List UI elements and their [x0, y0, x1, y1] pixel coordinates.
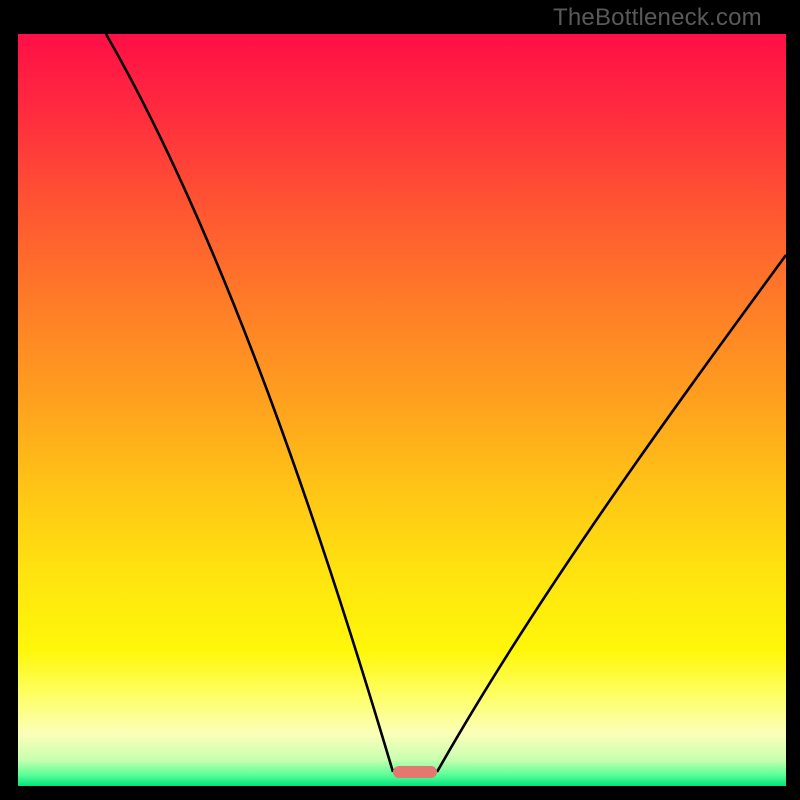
chart-background	[18, 34, 786, 786]
optimal-marker	[393, 766, 437, 778]
bottleneck-chart	[0, 0, 800, 800]
